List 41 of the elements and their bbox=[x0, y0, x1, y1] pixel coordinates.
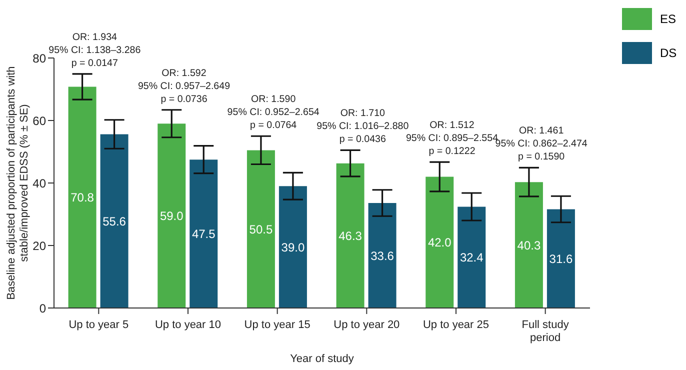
y-tick-label: 40 bbox=[32, 176, 46, 190]
bar bbox=[514, 182, 543, 308]
bar bbox=[546, 209, 575, 308]
data-label: 32.4 bbox=[460, 250, 484, 265]
data-label: 47.5 bbox=[192, 227, 216, 242]
x-tick-label: Up to year 5 bbox=[68, 319, 129, 331]
bar bbox=[426, 176, 454, 308]
y-tick-label: 80 bbox=[32, 51, 46, 66]
y-tick-label: 0 bbox=[39, 301, 46, 316]
annotation: OR: 1.934 95% CI: 1.138–3.286 p = 0.0147 bbox=[48, 32, 142, 69]
bar bbox=[246, 150, 275, 308]
data-label: 40.3 bbox=[517, 238, 541, 252]
bar bbox=[458, 206, 486, 308]
y-tick-label: 60 bbox=[32, 114, 46, 128]
y-axis-title: Baseline adjusted proportion of participants with stable/improved EDSS (% ± SE) bbox=[6, 66, 30, 300]
bar bbox=[158, 124, 186, 308]
legend-label: ES bbox=[660, 12, 676, 26]
data-label: 33.6 bbox=[370, 248, 394, 263]
x-tick-label: Full study period bbox=[522, 319, 570, 344]
bar bbox=[68, 86, 96, 308]
bar bbox=[190, 160, 218, 308]
data-label: 46.3 bbox=[338, 228, 362, 243]
data-label: 39.0 bbox=[281, 240, 305, 254]
bar bbox=[368, 203, 396, 308]
x-tick-label: Up to year 15 bbox=[244, 319, 310, 331]
x-tick-label: Up to year 20 bbox=[334, 319, 400, 331]
data-label: 42.0 bbox=[428, 236, 452, 250]
x-tick-label: Up to year 10 bbox=[154, 319, 222, 331]
data-label: 31.6 bbox=[549, 252, 573, 266]
data-label: 70.8 bbox=[70, 190, 94, 205]
data-label: 59.0 bbox=[160, 209, 184, 224]
annotation: OR: 1.592 95% CI: 0.957–2.649 p = 0.0736 bbox=[138, 68, 230, 105]
y-tick-label: 20 bbox=[32, 238, 46, 253]
bar bbox=[100, 134, 128, 308]
data-label: 55.6 bbox=[102, 214, 126, 228]
x-tick-label: Up to year 25 bbox=[422, 319, 490, 331]
data-label: 50.5 bbox=[249, 222, 273, 236]
bar bbox=[336, 163, 364, 308]
bar bbox=[278, 186, 307, 308]
legend-label: DS bbox=[660, 46, 677, 60]
x-axis-title: Year of study bbox=[290, 353, 354, 365]
